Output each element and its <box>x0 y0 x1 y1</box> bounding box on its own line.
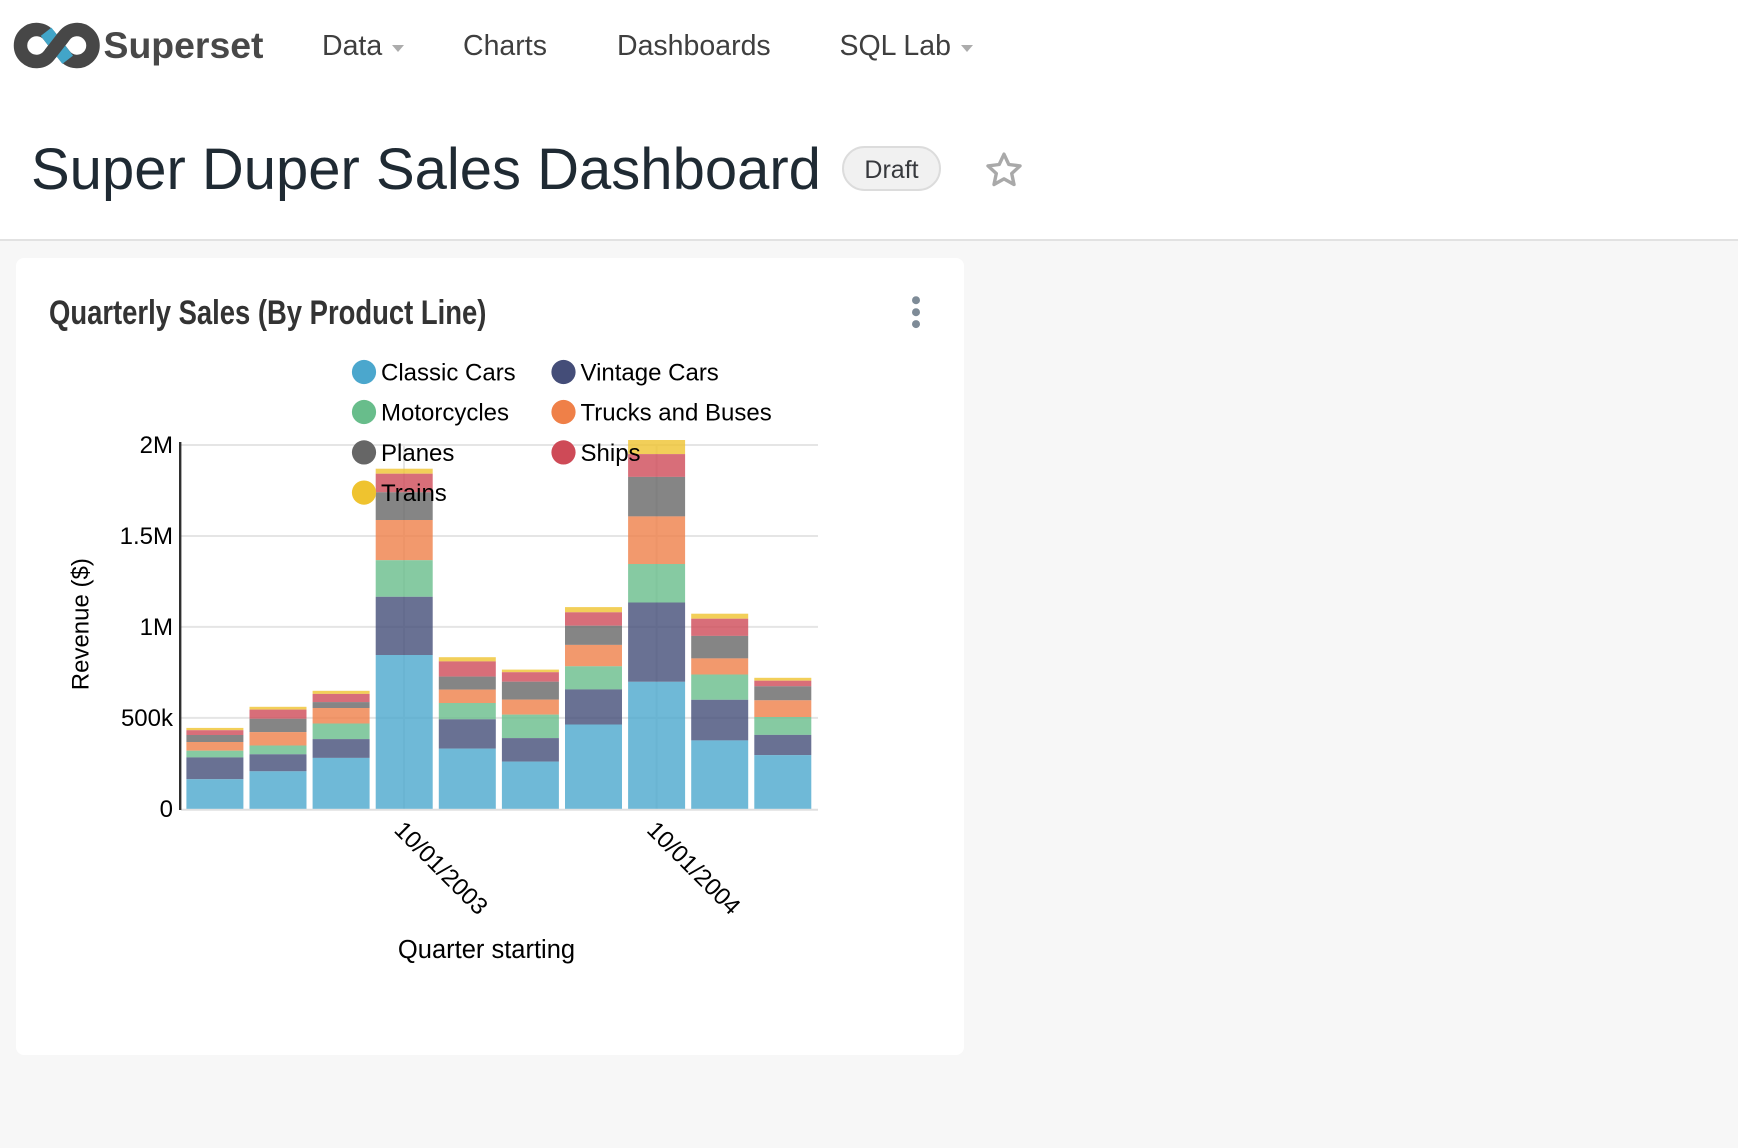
svg-text:Trucks and Buses: Trucks and Buses <box>581 400 772 427</box>
svg-text:Classic Cars: Classic Cars <box>381 360 516 387</box>
svg-text:10/01/2004: 10/01/2004 <box>641 816 745 920</box>
svg-text:Trains: Trains <box>381 480 447 507</box>
svg-text:1M: 1M <box>140 614 173 641</box>
svg-text:Revenue ($): Revenue ($) <box>68 558 95 690</box>
svg-text:2M: 2M <box>140 432 173 459</box>
svg-text:0: 0 <box>160 796 173 823</box>
svg-text:Quarter starting: Quarter starting <box>398 936 575 964</box>
svg-text:Planes: Planes <box>381 440 454 467</box>
svg-text:Vintage Cars: Vintage Cars <box>581 360 719 387</box>
svg-text:Motorcycles: Motorcycles <box>381 400 509 427</box>
svg-text:Ships: Ships <box>581 440 641 467</box>
svg-text:1.5M: 1.5M <box>120 523 173 550</box>
svg-text:500k: 500k <box>121 705 174 732</box>
svg-text:10/01/2003: 10/01/2003 <box>389 816 493 920</box>
